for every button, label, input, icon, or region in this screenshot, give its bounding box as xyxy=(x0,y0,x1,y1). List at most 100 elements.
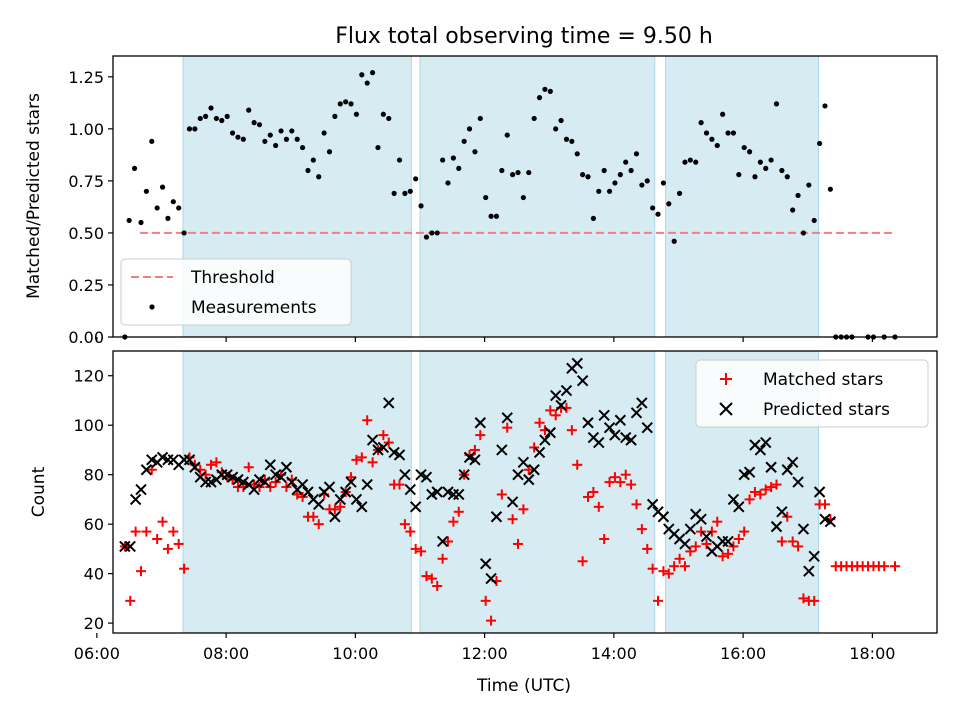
predicted-star-point xyxy=(760,436,772,449)
predicted-star-point-b xyxy=(275,471,287,483)
predicted-star-point xyxy=(506,496,519,508)
predicted-star-point-b xyxy=(183,454,196,466)
measurements-legend-label: Measurements xyxy=(191,298,317,318)
predicted-star-point xyxy=(404,483,416,496)
measurement-point xyxy=(396,157,403,163)
measurement-point xyxy=(461,138,467,144)
measurement-point xyxy=(219,117,225,124)
predicted-star-point-b xyxy=(474,417,487,429)
measurement-point xyxy=(176,205,182,211)
matched-star-point xyxy=(480,595,491,606)
predicted-star-point xyxy=(539,434,551,446)
predicted-star-point-b xyxy=(259,476,271,488)
predicted-star-point-b xyxy=(399,468,411,481)
measurement-point xyxy=(596,188,602,194)
measurement-point xyxy=(790,207,796,213)
matched-stars-points xyxy=(119,402,900,626)
x-tick-label: 12:00 xyxy=(462,644,508,663)
predicted-star-point xyxy=(571,357,583,370)
matched-star-point xyxy=(766,482,777,493)
predicted-star-point xyxy=(259,476,271,488)
top-y-tick-label: 0.00 xyxy=(68,328,104,347)
predicted-star-point-b xyxy=(458,468,470,481)
measurement-point xyxy=(477,115,483,122)
predicted-star-point xyxy=(458,468,470,481)
predicted-star-point-b xyxy=(313,498,325,511)
measurement-point xyxy=(493,213,500,219)
measurement-point xyxy=(203,113,209,119)
measurement-point xyxy=(752,174,758,180)
predicted-star-point-b xyxy=(232,473,244,486)
predicted-star-point-b xyxy=(501,412,513,424)
matched-star-point xyxy=(647,563,658,574)
predicted-star-point xyxy=(189,461,201,473)
predicted-star-point xyxy=(641,421,653,434)
measurement-point xyxy=(558,117,564,124)
measurement-point xyxy=(267,132,273,138)
measurement-point xyxy=(687,157,693,163)
matched-star-point xyxy=(744,494,755,505)
predicted-star-point xyxy=(803,565,815,577)
predicted-star-point xyxy=(743,466,756,478)
predicted-star-point xyxy=(296,478,309,491)
matched-star-point xyxy=(313,519,324,530)
predicted-star-point-b xyxy=(135,483,147,496)
predicted-star-point-b xyxy=(463,451,476,464)
measurement-point xyxy=(283,136,290,142)
predicted-star-point xyxy=(813,486,826,498)
measurement-point xyxy=(262,138,268,144)
x-tick-label: 08:00 xyxy=(203,644,249,663)
matched-star-point xyxy=(378,430,389,441)
measurement-point xyxy=(423,234,430,240)
predicted-star-point-b xyxy=(226,471,239,483)
predicted-star-point-b xyxy=(361,478,373,491)
measurement-point xyxy=(143,188,149,194)
matched-star-point xyxy=(486,615,497,626)
measurement-point xyxy=(375,144,381,151)
measurement-point xyxy=(520,194,526,201)
matched-star-point xyxy=(432,581,443,591)
measurement-point xyxy=(181,230,187,236)
matched-star-point xyxy=(776,536,787,547)
top-y-tick-label: 0.75 xyxy=(68,172,104,191)
predicted-star-point xyxy=(733,501,745,513)
predicted-star-point-b xyxy=(528,464,540,476)
top-y-axis-label: Matched/Predicted stars xyxy=(24,93,44,299)
matched-star-point xyxy=(335,501,346,512)
predicted-star-point-b xyxy=(620,431,632,444)
figure-title: Flux total observing time = 9.50 h xyxy=(335,24,713,49)
measurement-point xyxy=(294,136,300,142)
predicted-star-point xyxy=(544,426,557,439)
matched-star-point xyxy=(782,511,793,522)
predicted-star-point-b xyxy=(350,493,363,506)
measurement-point xyxy=(273,142,279,149)
matched-star-point xyxy=(141,526,152,537)
matched-star-point xyxy=(130,526,141,537)
predicted-star-point xyxy=(808,550,820,563)
measurement-point xyxy=(628,167,634,174)
measurement-point xyxy=(666,201,672,207)
measurement-point xyxy=(246,107,252,113)
predicted-star-point-b xyxy=(420,471,433,483)
predicted-star-point xyxy=(361,478,373,491)
predicted-star-point-b xyxy=(129,493,142,506)
predicted-star-point xyxy=(609,429,621,441)
measurement-point xyxy=(429,230,435,236)
matched-star-point xyxy=(421,571,432,582)
predicted-star-point xyxy=(549,389,562,402)
matched-star-point xyxy=(518,504,529,515)
matched-star-point xyxy=(383,437,394,448)
matched-star-point xyxy=(739,526,750,537)
matched-star-point xyxy=(787,536,798,547)
predicted-star-point-b xyxy=(253,473,266,486)
predicted-star-point-b xyxy=(334,493,346,506)
predicted-star-point xyxy=(377,441,390,454)
matched-star-point xyxy=(502,422,513,433)
predicted-star-point-b xyxy=(630,407,643,419)
predicted-star-point-b xyxy=(388,446,400,459)
matched-star-point xyxy=(351,454,362,465)
matched-star-point xyxy=(243,462,254,473)
matched-star-point xyxy=(394,479,405,490)
predicted-star-point xyxy=(576,374,589,387)
predicted-star-point xyxy=(765,461,777,473)
